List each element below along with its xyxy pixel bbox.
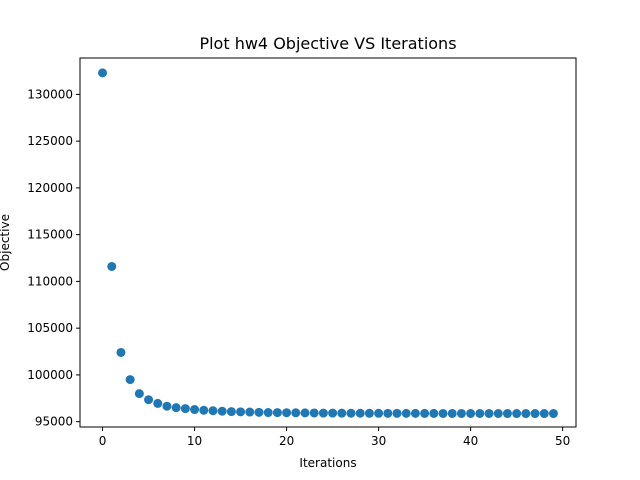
x-tick-label: 20 — [279, 434, 294, 448]
y-axis-ticks: 95000 100000 105000 110000 115000 120000 12500… — [27, 87, 80, 429]
data-point — [447, 408, 457, 418]
data-point — [364, 408, 374, 418]
data-point — [401, 408, 411, 418]
data-point — [548, 409, 558, 419]
x-tick-label: 10 — [187, 434, 202, 448]
data-point — [410, 408, 420, 418]
data-point — [512, 409, 522, 419]
plot-area — [98, 68, 558, 419]
data-point — [153, 398, 163, 408]
data-point — [318, 408, 328, 418]
data-point — [282, 408, 292, 418]
data-point — [502, 409, 512, 419]
data-point — [429, 408, 439, 418]
data-point — [300, 408, 310, 418]
data-point — [116, 347, 126, 357]
y-tick-label: 95000 — [35, 415, 73, 429]
data-point — [392, 408, 402, 418]
data-point — [134, 389, 144, 399]
y-tick-label: 110000 — [27, 274, 73, 288]
chart-title: Plot hw4 Objective VS Iterations — [199, 34, 456, 53]
data-point — [521, 409, 531, 419]
data-point — [420, 408, 430, 418]
y-axis-label: Objective — [0, 214, 12, 271]
data-point — [208, 406, 218, 416]
data-point — [291, 408, 301, 418]
data-point — [355, 408, 365, 418]
data-point — [530, 409, 540, 419]
data-point — [438, 408, 448, 418]
data-point — [236, 407, 246, 417]
data-point — [162, 401, 172, 411]
y-tick-label: 125000 — [27, 134, 73, 148]
y-tick-label: 130000 — [27, 87, 73, 101]
data-point — [245, 407, 255, 417]
data-point — [475, 408, 485, 418]
data-point — [383, 408, 393, 418]
data-point — [493, 409, 503, 418]
data-point — [98, 68, 108, 78]
y-tick-label: 120000 — [27, 181, 73, 195]
data-point — [180, 404, 190, 414]
data-point — [217, 406, 227, 416]
x-tick-label: 30 — [371, 434, 386, 448]
data-point — [107, 261, 117, 271]
data-point — [263, 408, 273, 418]
data-point — [456, 408, 466, 418]
data-point — [309, 408, 319, 418]
x-tick-label: 50 — [555, 434, 570, 448]
data-point — [466, 408, 476, 418]
y-tick-label: 105000 — [27, 321, 73, 335]
data-point — [226, 407, 236, 417]
data-point — [346, 408, 356, 418]
x-tick-label: 40 — [463, 434, 478, 448]
x-axis-label: Iterations — [299, 456, 356, 470]
x-axis-ticks: 0 10 20 30 40 50 — [99, 427, 570, 448]
data-point — [337, 408, 347, 418]
y-tick-label: 100000 — [27, 368, 73, 382]
data-point — [171, 403, 181, 413]
data-point — [539, 409, 549, 419]
data-point — [272, 408, 282, 418]
x-tick-label: 0 — [99, 434, 107, 448]
data-point — [328, 408, 338, 418]
data-point — [125, 375, 135, 385]
data-point — [484, 408, 494, 418]
data-point — [199, 405, 209, 415]
data-point — [254, 407, 264, 417]
plot-frame — [79, 57, 577, 428]
data-point — [190, 405, 200, 415]
y-tick-label: 115000 — [27, 228, 73, 242]
data-point — [144, 395, 154, 405]
data-point — [374, 408, 384, 418]
